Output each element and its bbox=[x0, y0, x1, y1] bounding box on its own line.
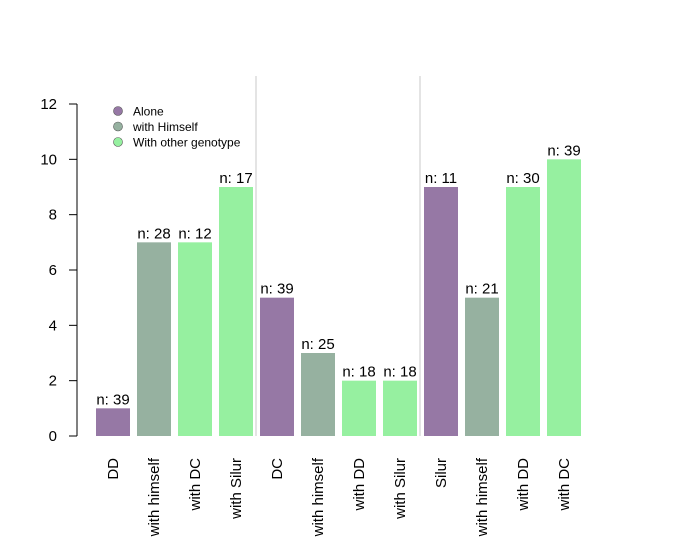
y-tick-label: 8 bbox=[49, 207, 57, 224]
legend-marker bbox=[113, 137, 123, 147]
y-tick-label: 12 bbox=[40, 96, 57, 113]
bar bbox=[465, 297, 499, 436]
category-label: with himself bbox=[474, 457, 491, 537]
bar bbox=[96, 408, 130, 436]
bar-value-label: n: 17 bbox=[219, 170, 252, 187]
y-tick-label: 0 bbox=[49, 428, 57, 445]
category-label: with himself bbox=[146, 457, 163, 537]
bar-value-label: n: 11 bbox=[425, 170, 457, 187]
bar-value-label: n: 18 bbox=[342, 364, 375, 381]
category-label: with DD bbox=[515, 458, 532, 512]
bar bbox=[342, 380, 376, 436]
legend-label: with Himself bbox=[132, 120, 198, 134]
bar bbox=[424, 187, 458, 436]
bar-value-label: n: 12 bbox=[178, 225, 211, 242]
bar bbox=[547, 159, 581, 437]
category-label: DC bbox=[269, 458, 286, 480]
bar bbox=[137, 242, 171, 436]
legend-label: Alone bbox=[133, 105, 164, 119]
category-label: DD bbox=[105, 458, 122, 480]
legend-label: With other genotype bbox=[133, 136, 241, 150]
category-label: with himself bbox=[310, 457, 327, 537]
category-labels: DD with himself with DC with Silur DC with hi… bbox=[105, 457, 573, 537]
category-label: with DC bbox=[556, 458, 573, 512]
y-tick-label: 4 bbox=[49, 317, 57, 334]
category-label: with Silur bbox=[228, 458, 245, 520]
bar bbox=[506, 187, 540, 436]
legend-marker bbox=[113, 121, 123, 132]
category-label: with DC bbox=[187, 458, 204, 512]
y-axis: 0 2 4 6 8 10 12 bbox=[40, 96, 78, 445]
bar bbox=[301, 353, 335, 436]
bar-value-label: n: 30 bbox=[506, 170, 539, 187]
bar bbox=[178, 242, 212, 436]
bar-value-label: n: 25 bbox=[301, 336, 334, 353]
bar-value-label: n: 28 bbox=[137, 225, 170, 242]
legend-marker bbox=[113, 106, 123, 116]
bar bbox=[219, 187, 253, 436]
bar bbox=[260, 297, 294, 436]
y-tick-label: 2 bbox=[49, 373, 57, 390]
bar-value-label: n: 39 bbox=[96, 391, 129, 408]
bar-value-label: n: 18 bbox=[383, 364, 416, 381]
bar-labels: n: 39 n: 28 n: 12 n: 17 n: 39 n: 25 n: 18 n: 18… bbox=[96, 142, 580, 408]
y-tick-label: 6 bbox=[49, 262, 57, 279]
bar-value-label: n: 21 bbox=[465, 281, 498, 298]
bar-value-label: n: 39 bbox=[260, 281, 293, 298]
bar bbox=[383, 380, 417, 436]
category-label: with DD bbox=[351, 458, 368, 512]
bars bbox=[96, 159, 581, 437]
category-label: with Silur bbox=[392, 458, 409, 520]
bar-value-label: n: 39 bbox=[547, 142, 580, 159]
y-tick-label: 10 bbox=[40, 151, 57, 168]
category-label: Silur bbox=[433, 458, 450, 488]
group-separators bbox=[255, 76, 421, 436]
